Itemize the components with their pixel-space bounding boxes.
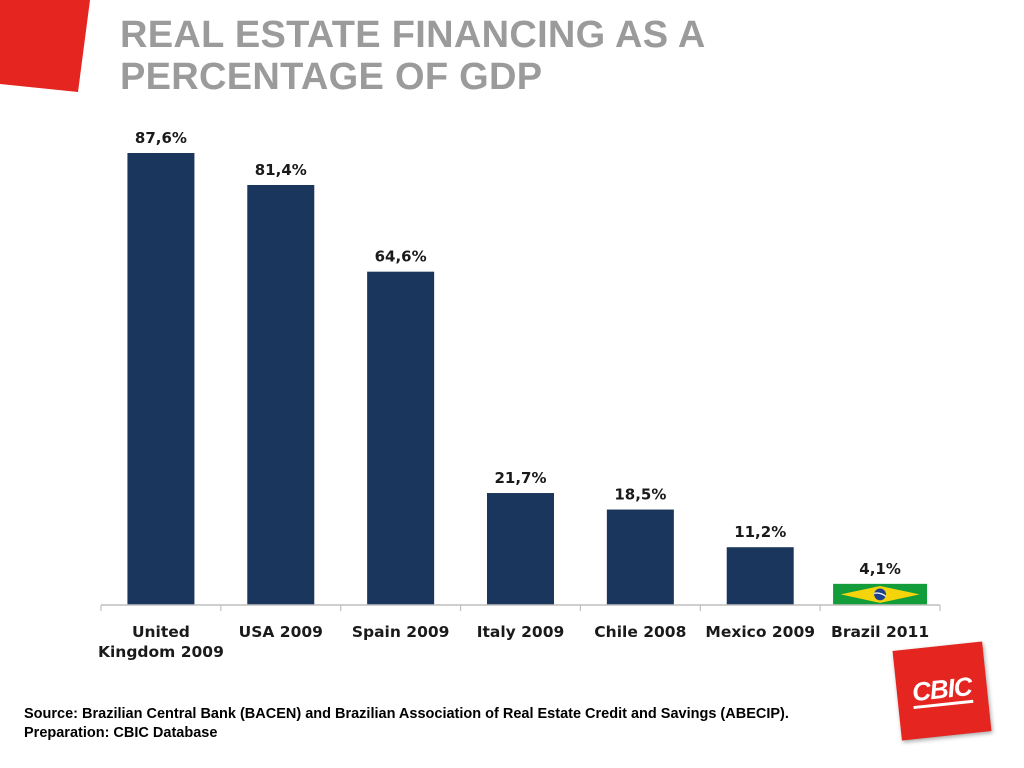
category-label: Chile 2008 xyxy=(594,623,686,641)
category-label: Mexico 2009 xyxy=(705,623,815,641)
data-label: 11,2% xyxy=(734,523,786,541)
bar xyxy=(367,271,435,605)
flag-globe xyxy=(874,588,886,601)
data-label: 64,6% xyxy=(375,248,427,266)
data-label: 21,7% xyxy=(494,469,546,487)
category-label: Spain 2009 xyxy=(352,623,450,641)
title-line-2: PERCENTAGE OF GDP xyxy=(120,56,543,98)
category-label: Italy 2009 xyxy=(477,623,565,641)
bar xyxy=(606,509,674,605)
category-label: Kingdom 2009 xyxy=(98,643,224,661)
cbic-logo: CBIC xyxy=(892,641,992,741)
data-label: 81,4% xyxy=(255,161,307,179)
data-label: 4,1% xyxy=(859,560,901,578)
cbic-logo-text: CBIC xyxy=(910,670,974,710)
data-label: 18,5% xyxy=(614,486,666,504)
source-line-2: Preparation: CBIC Database xyxy=(24,725,218,741)
slide-title: REAL ESTATE FINANCING AS A PERCENTAGE OF… xyxy=(120,14,820,98)
flag-band xyxy=(873,592,887,597)
bar xyxy=(127,153,195,605)
source-line-1: Source: Brazilian Central Bank (BACEN) a… xyxy=(24,706,789,722)
labels-layer: 87,6% United Kingdom 2009 81,4% USA 2009 64,6… xyxy=(98,129,929,661)
title-line-1: REAL ESTATE FINANCING AS A xyxy=(120,14,706,56)
ticks-layer xyxy=(100,605,941,611)
bar-brazil-flag xyxy=(833,583,928,605)
bars-layer xyxy=(127,153,928,606)
data-label: 87,6% xyxy=(135,129,187,147)
bar xyxy=(726,547,794,605)
category-label: Brazil 2011 xyxy=(831,623,929,641)
bar xyxy=(487,493,554,605)
bar xyxy=(247,184,315,606)
category-label: USA 2009 xyxy=(239,623,323,641)
source-note: Source: Brazilian Central Bank (BACEN) a… xyxy=(24,705,884,743)
category-label: United xyxy=(132,623,190,641)
